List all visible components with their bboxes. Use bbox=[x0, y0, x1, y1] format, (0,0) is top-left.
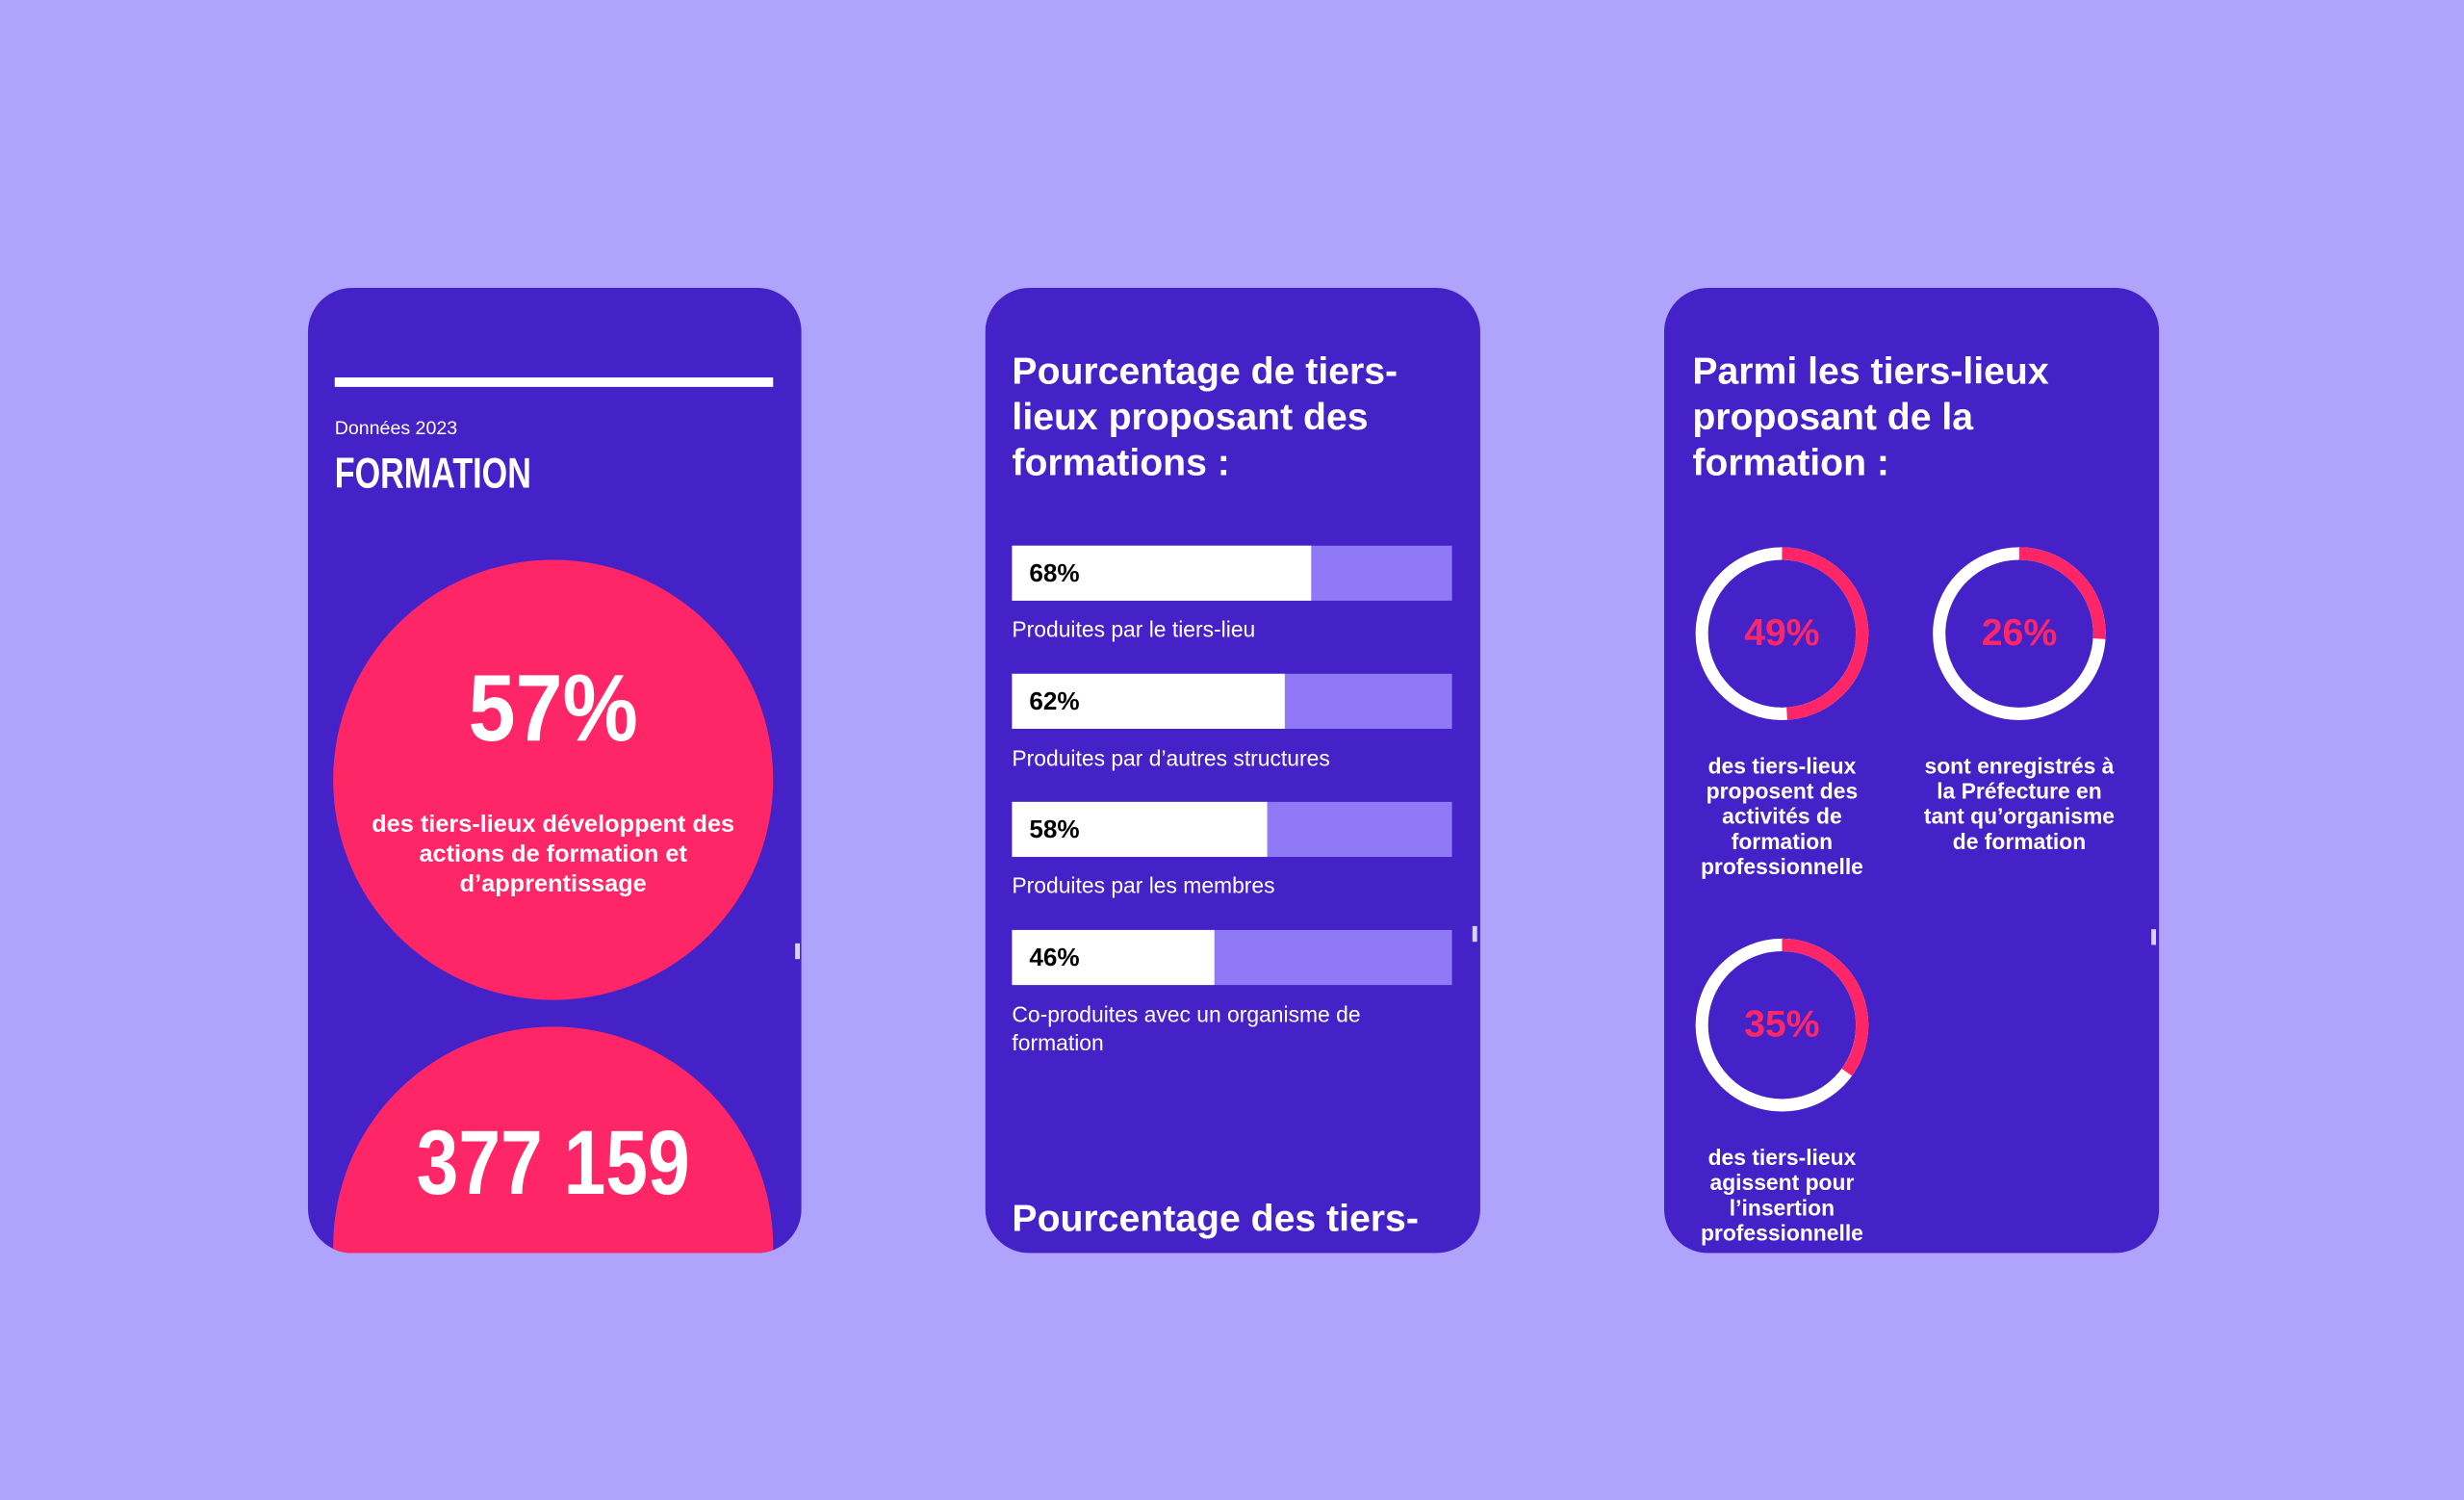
screen-formation: Données 2023 FORMATION 57% des tiers-lieux … bbox=[308, 288, 802, 1254]
bar bbox=[1012, 545, 1312, 601]
scroll-indicator bbox=[795, 943, 801, 960]
donut-description-box: sont enregistrés à la Préfecture en tant… bbox=[1923, 753, 2116, 854]
kicker: Données 2023 bbox=[335, 418, 457, 439]
section-title: FORMATION bbox=[335, 451, 531, 498]
bar-value-label: 58% bbox=[1029, 815, 1079, 843]
bar bbox=[1012, 929, 1215, 986]
screen-bg bbox=[985, 288, 1480, 1254]
donut-description: sont enregistrés à la Préfecture en tant… bbox=[1923, 753, 2116, 854]
donut-value-label: 26% bbox=[1982, 612, 2057, 654]
donut-arc bbox=[1695, 547, 1869, 720]
chart-title: Parmi les tiers-lieux proposant de la fo… bbox=[1692, 350, 2049, 485]
chart-title: Pourcentage de tiers-lieux proposant des… bbox=[1012, 350, 1399, 485]
highlight-value: 57% bbox=[469, 655, 638, 761]
bar-value-label: 68% bbox=[1029, 558, 1079, 587]
donut-description-box: des tiers-lieux agissent pour l’insertio… bbox=[1700, 1144, 1863, 1246]
next-title-box: Pourcentage des tiers- bbox=[1012, 1198, 1419, 1241]
highlight-text-box: des tiers-lieux développent des actions … bbox=[372, 811, 735, 898]
bar bbox=[1012, 801, 1268, 858]
chart-title-box: Parmi les tiers-lieux proposant de la fo… bbox=[1692, 350, 2049, 485]
highlight-text: des tiers-lieux développent des actions … bbox=[372, 811, 735, 898]
chart-title-box: Pourcentage de tiers-lieux proposant des… bbox=[1012, 350, 1399, 485]
bar bbox=[1012, 673, 1285, 729]
category-label: Produites par les membres bbox=[1012, 872, 1275, 898]
category-label: Co-produites avec un organisme de format… bbox=[1012, 1000, 1361, 1054]
donut-arc bbox=[1695, 938, 1869, 1112]
next-figure: 377 159 bbox=[417, 1112, 690, 1214]
donut-description: des tiers-lieux agissent pour l’insertio… bbox=[1700, 1144, 1863, 1246]
category-label-box: Produites par les membres bbox=[1012, 872, 1275, 898]
category-label: Produites par d’autres structures bbox=[1012, 744, 1330, 770]
category-label-box: Produites par le tiers-lieu bbox=[1012, 616, 1256, 642]
next-title: Pourcentage des tiers- bbox=[1012, 1198, 1419, 1241]
donut-value-label: 49% bbox=[1744, 612, 1819, 654]
donut-description: des tiers-lieux proposent des activités … bbox=[1700, 753, 1863, 879]
screen-donuts: Parmi les tiers-lieux proposant de la fo… bbox=[1663, 288, 2160, 1254]
bar-value-label: 62% bbox=[1029, 686, 1079, 715]
category-label: Produites par le tiers-lieu bbox=[1012, 616, 1256, 642]
screen-bars: Pourcentage de tiers-lieux proposant des… bbox=[985, 288, 1480, 1254]
category-label-box: Produites par d’autres structures bbox=[1012, 744, 1330, 770]
scroll-indicator bbox=[1472, 925, 1477, 943]
bar-value-label: 46% bbox=[1029, 943, 1079, 971]
scroll-indicator bbox=[2151, 929, 2156, 945]
donut-arc bbox=[1933, 547, 2106, 720]
next-circle bbox=[333, 1026, 774, 1254]
category-label-box: Co-produites avec un organisme de format… bbox=[1012, 1000, 1361, 1054]
rule bbox=[334, 377, 774, 387]
highlight-circle bbox=[333, 559, 774, 1000]
donut-description-box: des tiers-lieux proposent des activités … bbox=[1700, 753, 1863, 879]
donut-value-label: 35% bbox=[1744, 1004, 1819, 1046]
